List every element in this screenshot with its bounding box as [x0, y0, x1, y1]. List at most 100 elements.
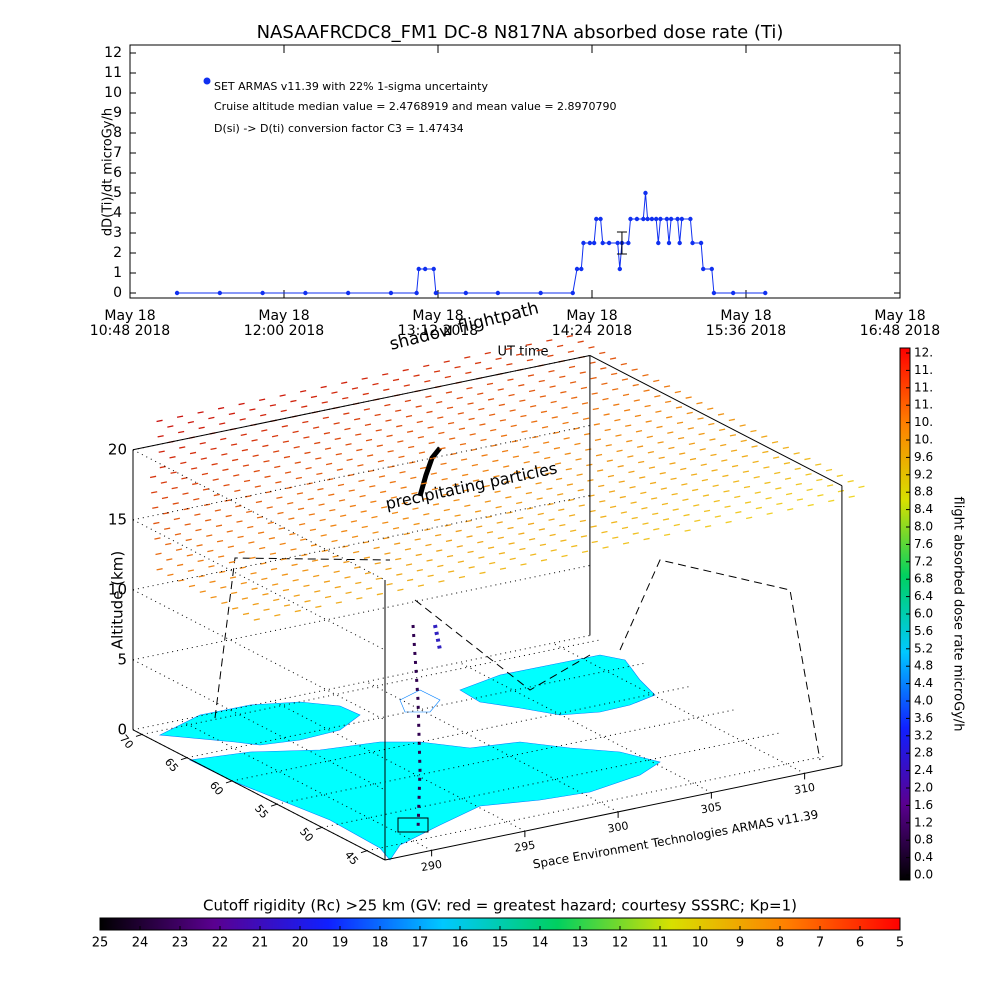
colorbar-tick-label: 8.8 [914, 485, 933, 499]
dose-dash [426, 410, 433, 414]
dose-dash [507, 526, 514, 530]
dose-dash [165, 542, 172, 546]
dose-dash [671, 492, 678, 496]
dose-dash [189, 451, 197, 455]
dose-dash [557, 493, 564, 496]
data-point [641, 216, 646, 222]
dose-dash [496, 521, 503, 524]
data-point [345, 290, 351, 296]
colorbar-tick-label: 4.8 [914, 659, 933, 673]
dose-dash [498, 403, 505, 407]
x-tick-label: May 18 [874, 308, 925, 324]
dose-dash [598, 484, 605, 488]
dose-dash [313, 574, 320, 578]
dose-dash [151, 491, 158, 494]
dose-dash [751, 445, 758, 448]
dose-dash [463, 489, 470, 492]
dose-dash [658, 456, 665, 460]
dose-dash [274, 614, 281, 617]
dose-dash [410, 476, 417, 480]
dose-dash [374, 562, 381, 565]
dose-dash [233, 474, 240, 477]
z-tick-label: 15 [108, 510, 127, 528]
grid-line [132, 564, 591, 661]
dose-dash [669, 462, 676, 465]
dose-dash [153, 521, 160, 525]
dose-dash [537, 512, 544, 516]
dose-dash [397, 588, 404, 592]
dose-dash [424, 528, 431, 531]
lon-tick-label: 305 [700, 800, 723, 816]
dose-dash [293, 446, 300, 449]
dose-dash [405, 563, 413, 566]
dose-dash [572, 411, 579, 415]
colorbar-tick-label: 5.2 [914, 641, 933, 655]
data-point [174, 290, 180, 296]
data-point [690, 240, 695, 246]
dose-dash [568, 365, 576, 369]
landmass [459, 654, 656, 716]
dose-dash [223, 483, 230, 487]
grid-line [132, 589, 386, 721]
data-point [416, 266, 421, 272]
dose-dash [546, 339, 553, 342]
dose-dash [351, 535, 359, 538]
dose-dash [413, 522, 420, 526]
dose-dash [605, 444, 612, 447]
dose-dash [428, 441, 435, 445]
dose-dash [720, 443, 727, 447]
dose-dash [243, 479, 251, 483]
colorbar-tick-label: 17 [412, 936, 429, 951]
dose-dash [397, 440, 404, 443]
colorbar-tick-label: 10 [692, 936, 709, 951]
dose-dash [252, 602, 259, 606]
dose-dash [694, 519, 701, 522]
dose-dash [493, 475, 500, 478]
dose-dash [198, 426, 205, 430]
lat-tick [225, 780, 233, 784]
dose-dash [708, 422, 715, 426]
dose-dash [479, 571, 486, 575]
dose-dash [805, 473, 812, 476]
dose-dash [298, 523, 306, 526]
dose-dash [292, 430, 299, 434]
dose-dash [641, 507, 648, 510]
dose-dash [263, 460, 270, 463]
dose-dash [500, 434, 508, 437]
dose-dash [554, 462, 562, 465]
dose-dash [375, 577, 382, 580]
dose-dash [237, 535, 244, 539]
dose-dash [591, 392, 598, 395]
dose-dash [713, 499, 720, 503]
dose-dash [526, 358, 534, 362]
colorbar-tick-label: 25 [92, 936, 109, 951]
y-tick-label: 2 [113, 245, 122, 261]
dose-dash [404, 399, 412, 403]
data-point [666, 240, 672, 246]
dose-dash [212, 478, 219, 481]
dose-dash [536, 497, 543, 500]
dose-dash [563, 437, 570, 440]
dose-dash [185, 538, 192, 542]
dose-dash [555, 477, 563, 481]
dose-dash [636, 445, 644, 448]
dose-dash [444, 375, 451, 379]
dose-dash [249, 408, 256, 411]
dose-dash [592, 407, 599, 411]
dose-dash [683, 513, 690, 517]
colorbar-tick-label: 5.6 [914, 624, 933, 638]
lat-tick-label: 65 [162, 756, 181, 775]
dose-dash [765, 496, 772, 500]
dose-dash [295, 476, 302, 480]
dose-dash [687, 427, 694, 430]
dose-dash [180, 461, 187, 465]
shadow-line [414, 599, 591, 691]
annotation: precipitating particles [384, 458, 559, 513]
dose-dash [293, 594, 300, 597]
data-point [711, 290, 717, 296]
dose-dash [418, 451, 426, 454]
dose-dash [324, 595, 332, 599]
dose-dash [474, 361, 482, 365]
dose-dash [571, 396, 578, 400]
data-point [591, 240, 597, 246]
